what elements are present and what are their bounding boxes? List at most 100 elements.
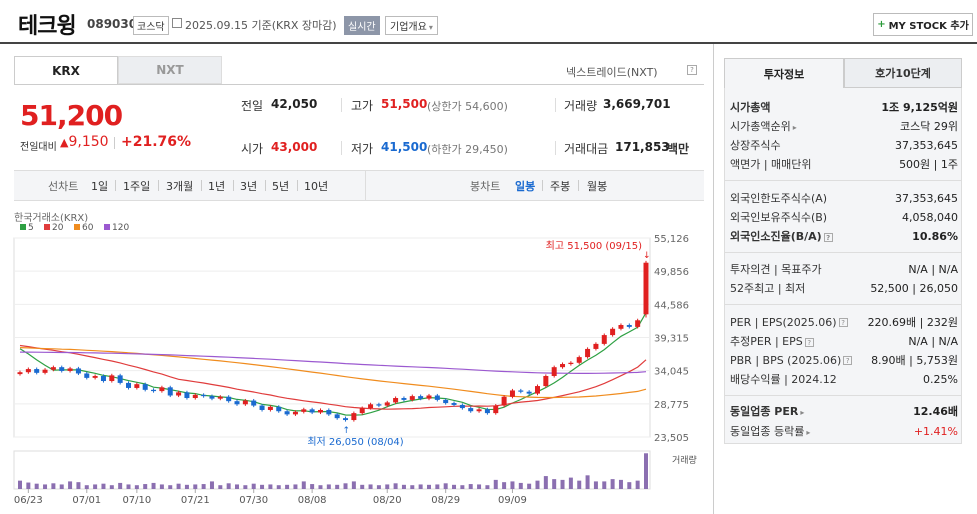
nextrade-link[interactable]: 넥스트레이드(NXT) (566, 66, 658, 79)
header-divider (0, 42, 977, 44)
date-info: 2025.09.15 기준(KRX 장마감) (185, 17, 337, 33)
ma-line-20 (19, 344, 647, 410)
period-monthly[interactable]: 월봉 (587, 180, 608, 193)
help-icon[interactable]: ? (823, 232, 833, 242)
volume-bar (360, 484, 365, 489)
divider (542, 180, 543, 191)
company-overview-button[interactable]: 기업개요 ▾ (385, 16, 438, 35)
volume-value: 3,669,701 (603, 97, 671, 111)
legend-label: 20 (52, 223, 64, 233)
candle-body (326, 409, 332, 415)
tab-nxt[interactable]: NXT (118, 56, 222, 84)
market-cap-rank-row[interactable]: 시가총액순위 ▸ 코스닥 29위 (730, 117, 958, 135)
volume-bar (335, 484, 340, 489)
help-icon[interactable]: ? (687, 65, 697, 75)
shares-value: 37,353,645 (895, 138, 958, 152)
candle-body (34, 369, 40, 373)
lower-limit: (하한가 29,450) (427, 143, 508, 156)
industry-change-label: 동일업종 등락률 ▸ (730, 423, 810, 439)
help-icon[interactable]: ? (838, 318, 848, 327)
candle-body (184, 392, 190, 399)
realtime-button[interactable]: 실시간 (344, 16, 380, 35)
legend-swatch (20, 224, 26, 230)
period-1d[interactable]: 1일 (91, 180, 109, 193)
volume-bar (477, 484, 482, 489)
candle-body (459, 404, 465, 409)
open-label: 시가 (241, 142, 264, 156)
exchange-label: 한국거래소(KRX) (14, 212, 88, 224)
volume-bar (460, 485, 465, 489)
volume-bar (318, 485, 323, 489)
volume-bar (435, 484, 440, 489)
legend-swatch (44, 224, 50, 230)
volume-bar (593, 481, 598, 489)
pbr-value: 8.90배 | 5,753원 (871, 354, 958, 367)
volume-bar (552, 479, 557, 489)
y-tick-label: 44,586 (654, 300, 689, 311)
foreign-limit-row: 외국인한도주식수(A) 37,353,645 (730, 189, 958, 207)
candle-body (543, 375, 549, 387)
volume-bar (644, 453, 648, 489)
period-1y[interactable]: 1년 (208, 180, 226, 193)
price-chart[interactable]: 한국거래소(KRX) 5 20 60 120 55,126 49,856 44,586 39… (0, 205, 705, 514)
divider (555, 141, 556, 155)
volume-bar (468, 484, 473, 489)
industry-per-value: 12.46배 (913, 405, 958, 418)
upper-limit: (상한가 54,600) (427, 100, 508, 113)
high-label: 고가 (351, 99, 374, 113)
tab-krx[interactable]: KRX (14, 56, 118, 84)
period-3m[interactable]: 3개월 (166, 180, 194, 193)
candle-body (593, 343, 599, 349)
par-label: 액면가 | 매매단위 (730, 158, 812, 171)
divider (233, 180, 234, 191)
chevron-right-icon: ▸ (806, 428, 811, 437)
volume-bar (310, 484, 315, 489)
volume-label: 거래량 (672, 454, 697, 466)
period-5y[interactable]: 5년 (272, 180, 290, 193)
divider (201, 180, 202, 191)
my-stock-add-button[interactable]: + MY STOCK 추가 (873, 13, 973, 36)
market-badge: 코스닥 (133, 16, 169, 35)
candle-body (526, 391, 532, 394)
volume-frame (13, 450, 651, 490)
foreign-limit-label: 외국인한도주식수(A) (730, 192, 828, 205)
help-icon[interactable]: ? (804, 337, 814, 347)
candle-body (42, 369, 48, 373)
candle-body (284, 411, 290, 415)
candle-body (242, 400, 248, 405)
foreign-ratio-text: 외국인소진율(B/A) (730, 230, 822, 243)
volume-bar (26, 482, 31, 489)
period-daily[interactable]: 일봉 (515, 180, 536, 193)
amount-unit: 백만 (667, 142, 690, 156)
period-weekly[interactable]: 주봉 (550, 180, 571, 193)
candle-body (626, 325, 632, 327)
candle-body (585, 348, 591, 358)
volume-bar (76, 482, 81, 489)
line-chart-label: 선차트 (48, 180, 79, 193)
volume-bar (368, 484, 373, 489)
period-bar (14, 170, 704, 201)
dividend-value: 0.25% (923, 372, 958, 386)
volume-bar (426, 484, 431, 489)
period-3y[interactable]: 3년 (240, 180, 258, 193)
candle-body (126, 382, 132, 388)
candle-body (368, 404, 374, 409)
volume-bar (226, 483, 231, 489)
help-icon[interactable]: ? (843, 356, 853, 365)
volume-bar (560, 479, 565, 489)
tab-invest-info[interactable]: 투자정보 (724, 58, 844, 88)
foreign-hold-row: 외국인보유주식수(B) 4,058,040 (730, 208, 958, 226)
divider (297, 180, 298, 191)
industry-change-row: 동일업종 등락률 ▸ +1.41% (730, 422, 958, 440)
x-tick-label: 08/29 (431, 495, 460, 506)
volume-bar (260, 484, 265, 489)
candle-body (351, 413, 357, 421)
volume-bar (101, 483, 106, 489)
candle-body (393, 398, 399, 403)
period-1w[interactable]: 1주일 (123, 180, 151, 193)
period-10y[interactable]: 10년 (304, 180, 329, 193)
low-annotation: 최저 26,050 (08/04) (307, 436, 403, 448)
tab-order-book[interactable]: 호가10단계 (844, 58, 962, 88)
candle-body (301, 409, 307, 412)
volume-bar (568, 477, 573, 489)
